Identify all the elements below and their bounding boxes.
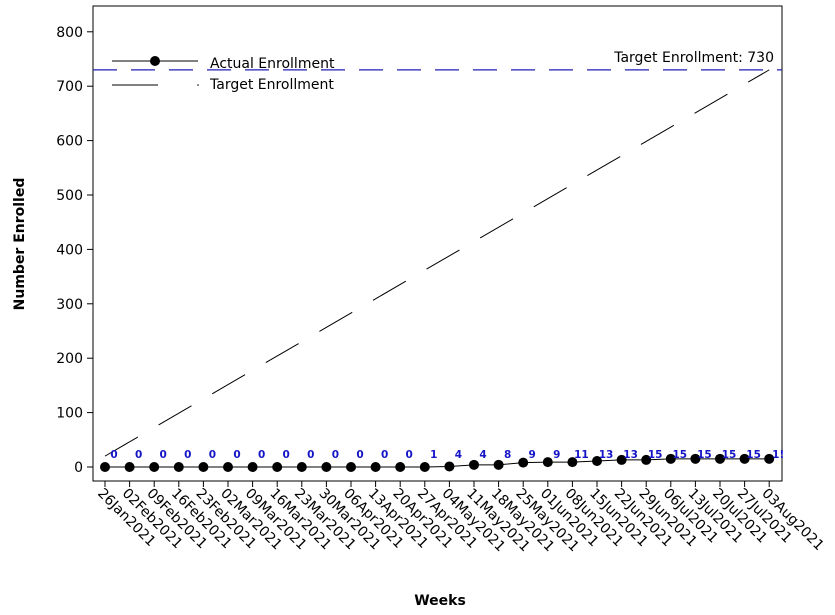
data-label: 0 bbox=[283, 449, 290, 461]
actual-enrollment-point bbox=[198, 462, 209, 472]
y-tick-label: 600 bbox=[56, 134, 83, 150]
actual-enrollment-point bbox=[764, 453, 775, 464]
data-label: 0 bbox=[110, 449, 117, 461]
data-label: 0 bbox=[381, 449, 388, 461]
actual-enrollment-point bbox=[173, 462, 184, 472]
legend: Actual Enrollment Target Enrollment bbox=[112, 56, 335, 93]
actual-enrollment-point bbox=[149, 462, 160, 472]
actual-enrollment-point bbox=[346, 462, 356, 472]
legend-target-label: Target Enrollment bbox=[209, 77, 334, 93]
y-tick-label: 800 bbox=[56, 25, 83, 41]
target-enrollment-line-path bbox=[104, 69, 770, 457]
data-label: 0 bbox=[307, 449, 314, 461]
actual-enrollment-point bbox=[690, 453, 701, 464]
data-label: 15 bbox=[648, 449, 663, 461]
actual-enrollment-point bbox=[370, 462, 381, 472]
actual-enrollment-series bbox=[100, 453, 775, 472]
y-tick-label: 300 bbox=[56, 297, 83, 313]
actual-enrollment-point bbox=[739, 453, 750, 464]
data-labels: 0 0 0 0 0 0 0 0 0 0 0 0 0 1 4 4 8 9 9 11 13 13 15 15 15 15 15 1! bbox=[110, 449, 784, 461]
actual-enrollment-point bbox=[469, 459, 479, 470]
actual-enrollment-point bbox=[100, 462, 110, 472]
target-enrollment-line bbox=[104, 69, 770, 457]
data-label: 0 bbox=[209, 449, 216, 461]
data-label: 1 bbox=[430, 449, 437, 461]
data-label: 0 bbox=[233, 449, 240, 461]
data-label: 15 bbox=[697, 449, 712, 461]
plot-area bbox=[92, 5, 783, 482]
actual-enrollment-point bbox=[518, 457, 529, 468]
y-tick-label: 400 bbox=[56, 242, 83, 258]
data-label: 1! bbox=[772, 449, 784, 461]
data-label: 0 bbox=[160, 449, 167, 461]
y-tick-label: 700 bbox=[56, 79, 83, 95]
data-label: 15 bbox=[722, 449, 737, 461]
data-label: 0 bbox=[184, 449, 191, 461]
data-label: 13 bbox=[623, 449, 638, 461]
actual-enrollment-point bbox=[542, 457, 553, 468]
actual-enrollment-line-path bbox=[105, 458, 770, 468]
target-reference-line: Target Enrollment: 730 bbox=[93, 50, 782, 71]
data-label: 0 bbox=[406, 449, 413, 461]
data-label: 15 bbox=[746, 449, 761, 461]
data-label: 0 bbox=[356, 449, 363, 461]
data-label: 13 bbox=[599, 449, 614, 461]
actual-enrollment-point bbox=[444, 461, 455, 472]
y-tick-label: 0 bbox=[74, 460, 83, 476]
actual-enrollment-point bbox=[616, 454, 627, 465]
data-label: 4 bbox=[479, 449, 486, 461]
x-axis: 26Jan202102Feb202109Feb202116Feb202123Fe… bbox=[94, 481, 827, 555]
data-label: 4 bbox=[455, 449, 462, 461]
data-label: 15 bbox=[672, 449, 687, 461]
y-tick-label: 100 bbox=[56, 406, 83, 422]
actual-enrollment-point bbox=[567, 457, 578, 468]
data-label: 0 bbox=[258, 449, 265, 461]
actual-enrollment-point bbox=[272, 462, 283, 472]
actual-enrollment-point bbox=[296, 462, 307, 472]
actual-enrollment-point bbox=[223, 462, 233, 472]
data-label: 8 bbox=[504, 449, 511, 461]
data-label: 0 bbox=[332, 449, 339, 461]
actual-enrollment-point bbox=[419, 462, 430, 472]
legend-target-swatch-dot bbox=[197, 84, 199, 86]
y-axis-title: Number Enrolled bbox=[12, 178, 28, 311]
y-tick-label: 500 bbox=[56, 188, 83, 204]
data-label: 0 bbox=[135, 449, 142, 461]
target-reference-label: Target Enrollment: 730 bbox=[613, 50, 774, 66]
actual-enrollment-point bbox=[395, 462, 406, 472]
actual-enrollment-point bbox=[124, 462, 135, 472]
actual-enrollment-point bbox=[641, 454, 652, 465]
legend-actual-marker bbox=[150, 56, 160, 66]
data-label: 9 bbox=[529, 449, 536, 461]
y-tick-label: 200 bbox=[56, 351, 83, 367]
actual-enrollment-point bbox=[715, 453, 725, 464]
actual-enrollment-point bbox=[247, 462, 258, 472]
actual-enrollment-point bbox=[321, 462, 332, 472]
data-label: 9 bbox=[553, 449, 560, 461]
y-axis: 0 100 200 300 400 500 600 700 800 bbox=[56, 25, 93, 476]
actual-enrollment-point bbox=[592, 456, 602, 467]
legend-actual-label: Actual Enrollment bbox=[210, 56, 335, 72]
actual-enrollment-point bbox=[665, 453, 676, 464]
actual-enrollment-point bbox=[493, 459, 504, 470]
data-label: 11 bbox=[574, 449, 589, 461]
x-axis-title: Weeks bbox=[414, 593, 466, 609]
